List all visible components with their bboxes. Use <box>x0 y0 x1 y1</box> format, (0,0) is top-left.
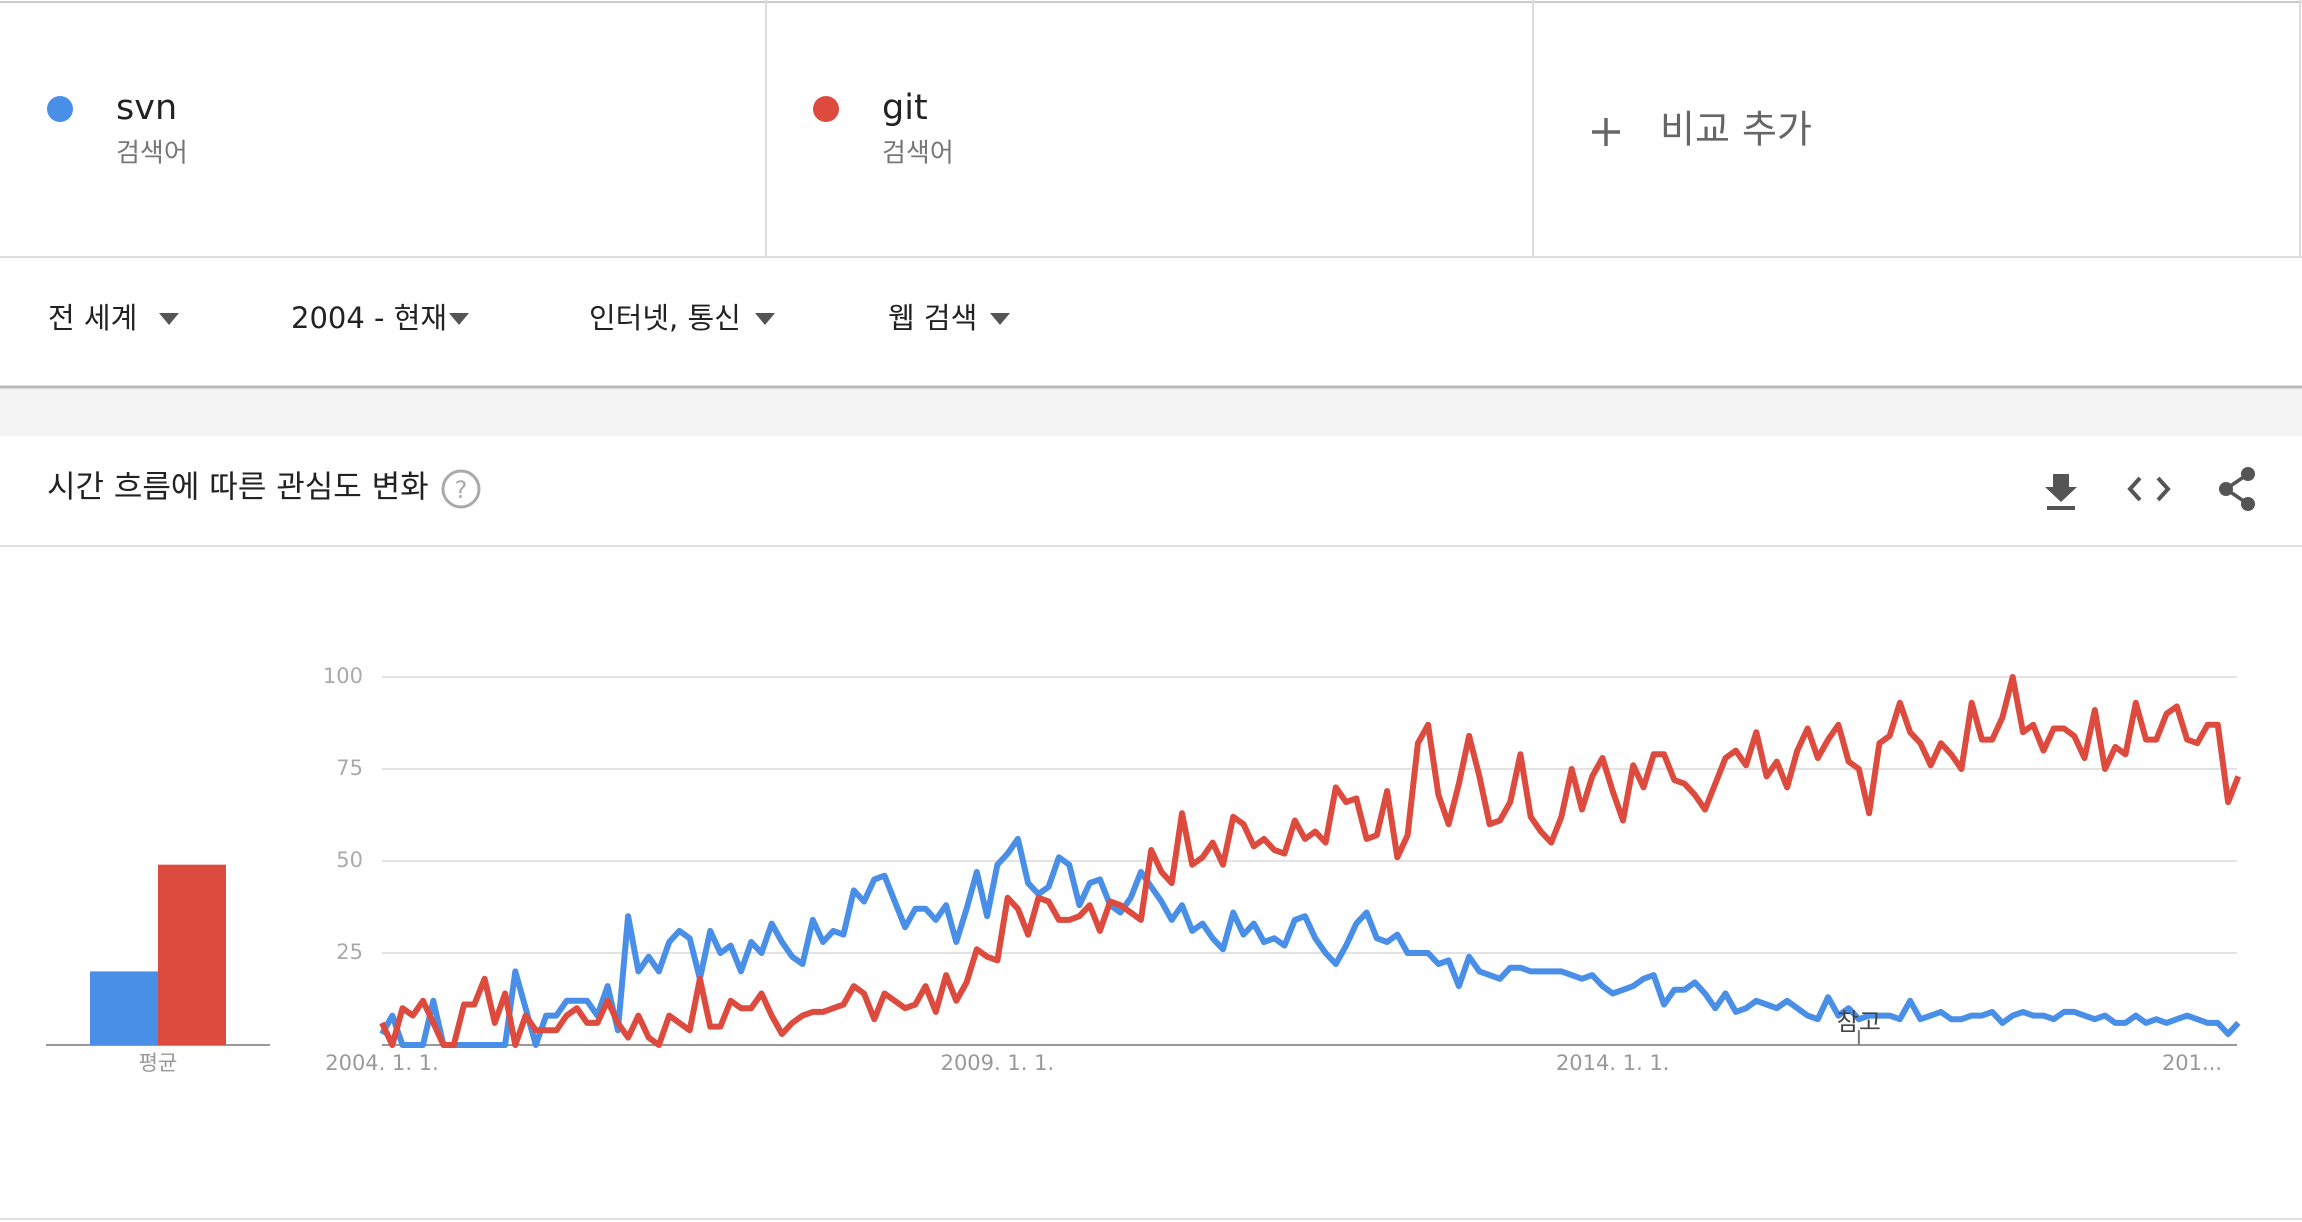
help-circle <box>441 469 481 509</box>
download-arrow <box>2045 474 2077 502</box>
gap-band <box>0 388 2302 436</box>
download-icon[interactable] <box>2045 474 2077 510</box>
term-name: git <box>882 88 928 128</box>
dropdown-arrow[interactable] <box>755 313 775 325</box>
trend-line <box>379 674 2242 1048</box>
y-tick-label: 75 <box>336 756 363 780</box>
filter[interactable]: 전 세계 <box>48 301 137 335</box>
add-compare-label[interactable]: 비교 추가 <box>1660 108 1812 152</box>
trend-line <box>379 835 2241 1048</box>
help-mark: ? <box>455 476 468 504</box>
help-icon[interactable]: ? <box>441 469 481 509</box>
add-compare[interactable]: 비교 추가 <box>1592 108 1812 152</box>
share-node <box>2241 497 2255 511</box>
dropdown-arrow[interactable] <box>990 313 1010 325</box>
download-base <box>2047 506 2075 510</box>
section-title: 시간 흐름에 따른 관심도 변화 <box>47 470 429 506</box>
term-sub: 검색어 <box>882 139 954 169</box>
x-tick-label: 2009. 1. 1. <box>941 1051 1055 1075</box>
x-tick-label: 2004. 1. 1. <box>325 1051 439 1075</box>
share-node <box>2219 482 2233 496</box>
filter[interactable]: 웹 검색 <box>888 301 977 335</box>
term-sub: 검색어 <box>116 139 188 169</box>
x-tick-label: 201... <box>2162 1051 2222 1075</box>
filter[interactable]: 인터넷, 통신 <box>589 301 741 335</box>
term-dot <box>47 96 73 122</box>
y-tick-label: 100 <box>323 664 363 688</box>
share-icon[interactable] <box>2219 467 2255 511</box>
avg-label: 평균 <box>139 1051 178 1075</box>
y-tick-label: 50 <box>336 848 363 872</box>
filter[interactable]: 2004 - 현재 <box>291 301 447 335</box>
annotation[interactable]: 참고 <box>1837 1008 1881 1036</box>
term-dot <box>813 96 839 122</box>
share-node <box>2241 467 2255 481</box>
embed-icon[interactable] <box>2127 476 2171 502</box>
term-name: svn <box>116 88 177 128</box>
avg-bar <box>158 864 226 1045</box>
y-tick-label: 25 <box>336 940 363 964</box>
avg-bar <box>90 971 158 1045</box>
x-tick-label: 2014. 1. 1. <box>1556 1051 1670 1075</box>
dropdown-arrow[interactable] <box>449 313 469 325</box>
dropdown-arrow[interactable] <box>159 313 179 325</box>
plus-icon <box>1592 118 1620 146</box>
